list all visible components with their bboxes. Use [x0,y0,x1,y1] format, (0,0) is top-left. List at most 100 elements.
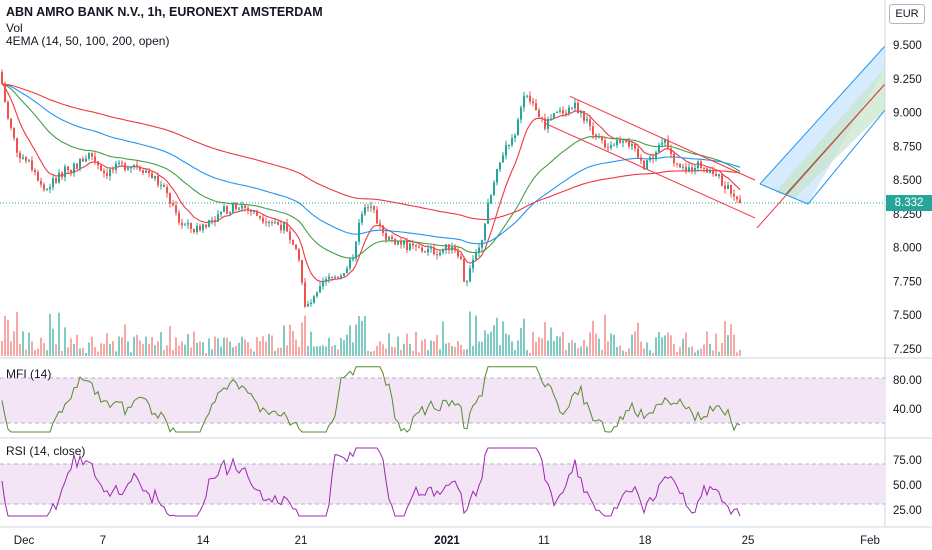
candle-body [688,167,690,172]
volume-bar [661,337,663,356]
volume-bar [706,331,708,356]
candle-body [190,222,192,229]
volume-bar [181,341,183,356]
volume-bar [103,343,105,356]
last-price-tag: 8.332 [886,195,932,211]
volume-bar [58,312,60,356]
candle-body [187,222,189,225]
candle-body [439,252,441,256]
volume-bar [721,343,723,356]
volume-bar [466,349,468,356]
candle-body [676,163,678,165]
currency-button[interactable]: EUR [889,4,925,24]
volume-bar [184,344,186,356]
pitchfork-drawing[interactable] [756,45,886,229]
volume-bar [529,352,531,356]
volume-bar [289,324,291,356]
candle-body [550,118,552,120]
candle-body [424,251,426,253]
candle-body [478,247,480,253]
volume-bar [337,349,339,356]
price-axis-ticks: 9.500 9.250 9.000 8.750 8.500 8.250 8.000 7.750… [893,40,922,517]
candle-body [172,203,174,206]
candle-body [571,107,573,109]
volume-bar [400,349,402,356]
volume-bar [49,313,51,356]
candle-body [508,145,510,147]
candle-body [607,147,609,149]
candle-body [559,110,561,112]
volume-bar [73,343,75,356]
volume-bar [412,350,414,356]
candle-body [730,184,732,194]
pitchfork-inner-fill [775,68,885,198]
volume-bar [319,346,321,356]
candle-body [4,83,6,103]
volume-bar [352,342,354,356]
candle-body [175,205,177,213]
candle-body [49,187,51,190]
candle-body [490,195,492,204]
candle-body [694,167,696,171]
candle-body [124,163,126,170]
candle-body [331,276,333,278]
candle-body [196,225,198,233]
price-tick-label: 9.500 [893,40,922,52]
trend-channel[interactable] [544,95,756,219]
candle-body [538,110,540,118]
volume-bar [106,333,108,356]
volume-bar [313,346,315,356]
candle-body [445,244,447,251]
volume-bar [364,315,366,356]
volume-bar [127,341,129,356]
candle-body [271,222,273,224]
volume-bar [505,333,507,356]
volume-bar [634,331,636,356]
candle-body [283,222,285,231]
candle-body [370,206,372,208]
volume-bar [601,350,603,356]
volume-bar [523,318,525,356]
ema-200-line [1,83,741,221]
volume-bar [535,341,537,356]
price-tick-label: 8.250 [893,209,922,221]
candle-body [157,175,159,186]
volume-bar [451,346,453,356]
candle-body [736,196,738,200]
candle-body [700,161,702,168]
volume-bar [697,350,699,356]
candle-body [532,101,534,104]
candle-body [358,222,360,242]
candle-body [469,268,471,282]
volume-bar [550,327,552,356]
candle-body [421,247,423,252]
candle-body [169,193,171,204]
candle-body [220,211,222,215]
candle-body [388,236,390,240]
candle-body [244,205,246,208]
volume-bar [10,341,12,356]
candle-body [652,157,654,159]
volume-bar [640,341,642,356]
volume-bar [448,342,450,356]
candle-body [706,168,708,173]
volume-bar [589,332,591,356]
volume-bar [583,339,585,356]
volume-bar [247,342,249,356]
candle-body [178,212,180,223]
candle-body [670,148,672,154]
volume-bar [145,336,147,356]
candle-body [121,162,123,164]
volume-bar [379,341,381,356]
volume-bar [724,321,726,356]
volume-legend: Vol [6,21,23,35]
candle-body [238,208,240,210]
candle-body [691,167,693,171]
time-tick-label: 25 [742,535,755,547]
volume-bar [676,352,678,356]
pitchfork-lower-tine [807,109,886,205]
volume-bar [718,351,720,356]
volume-bar [439,349,441,356]
candle-body [118,162,120,164]
